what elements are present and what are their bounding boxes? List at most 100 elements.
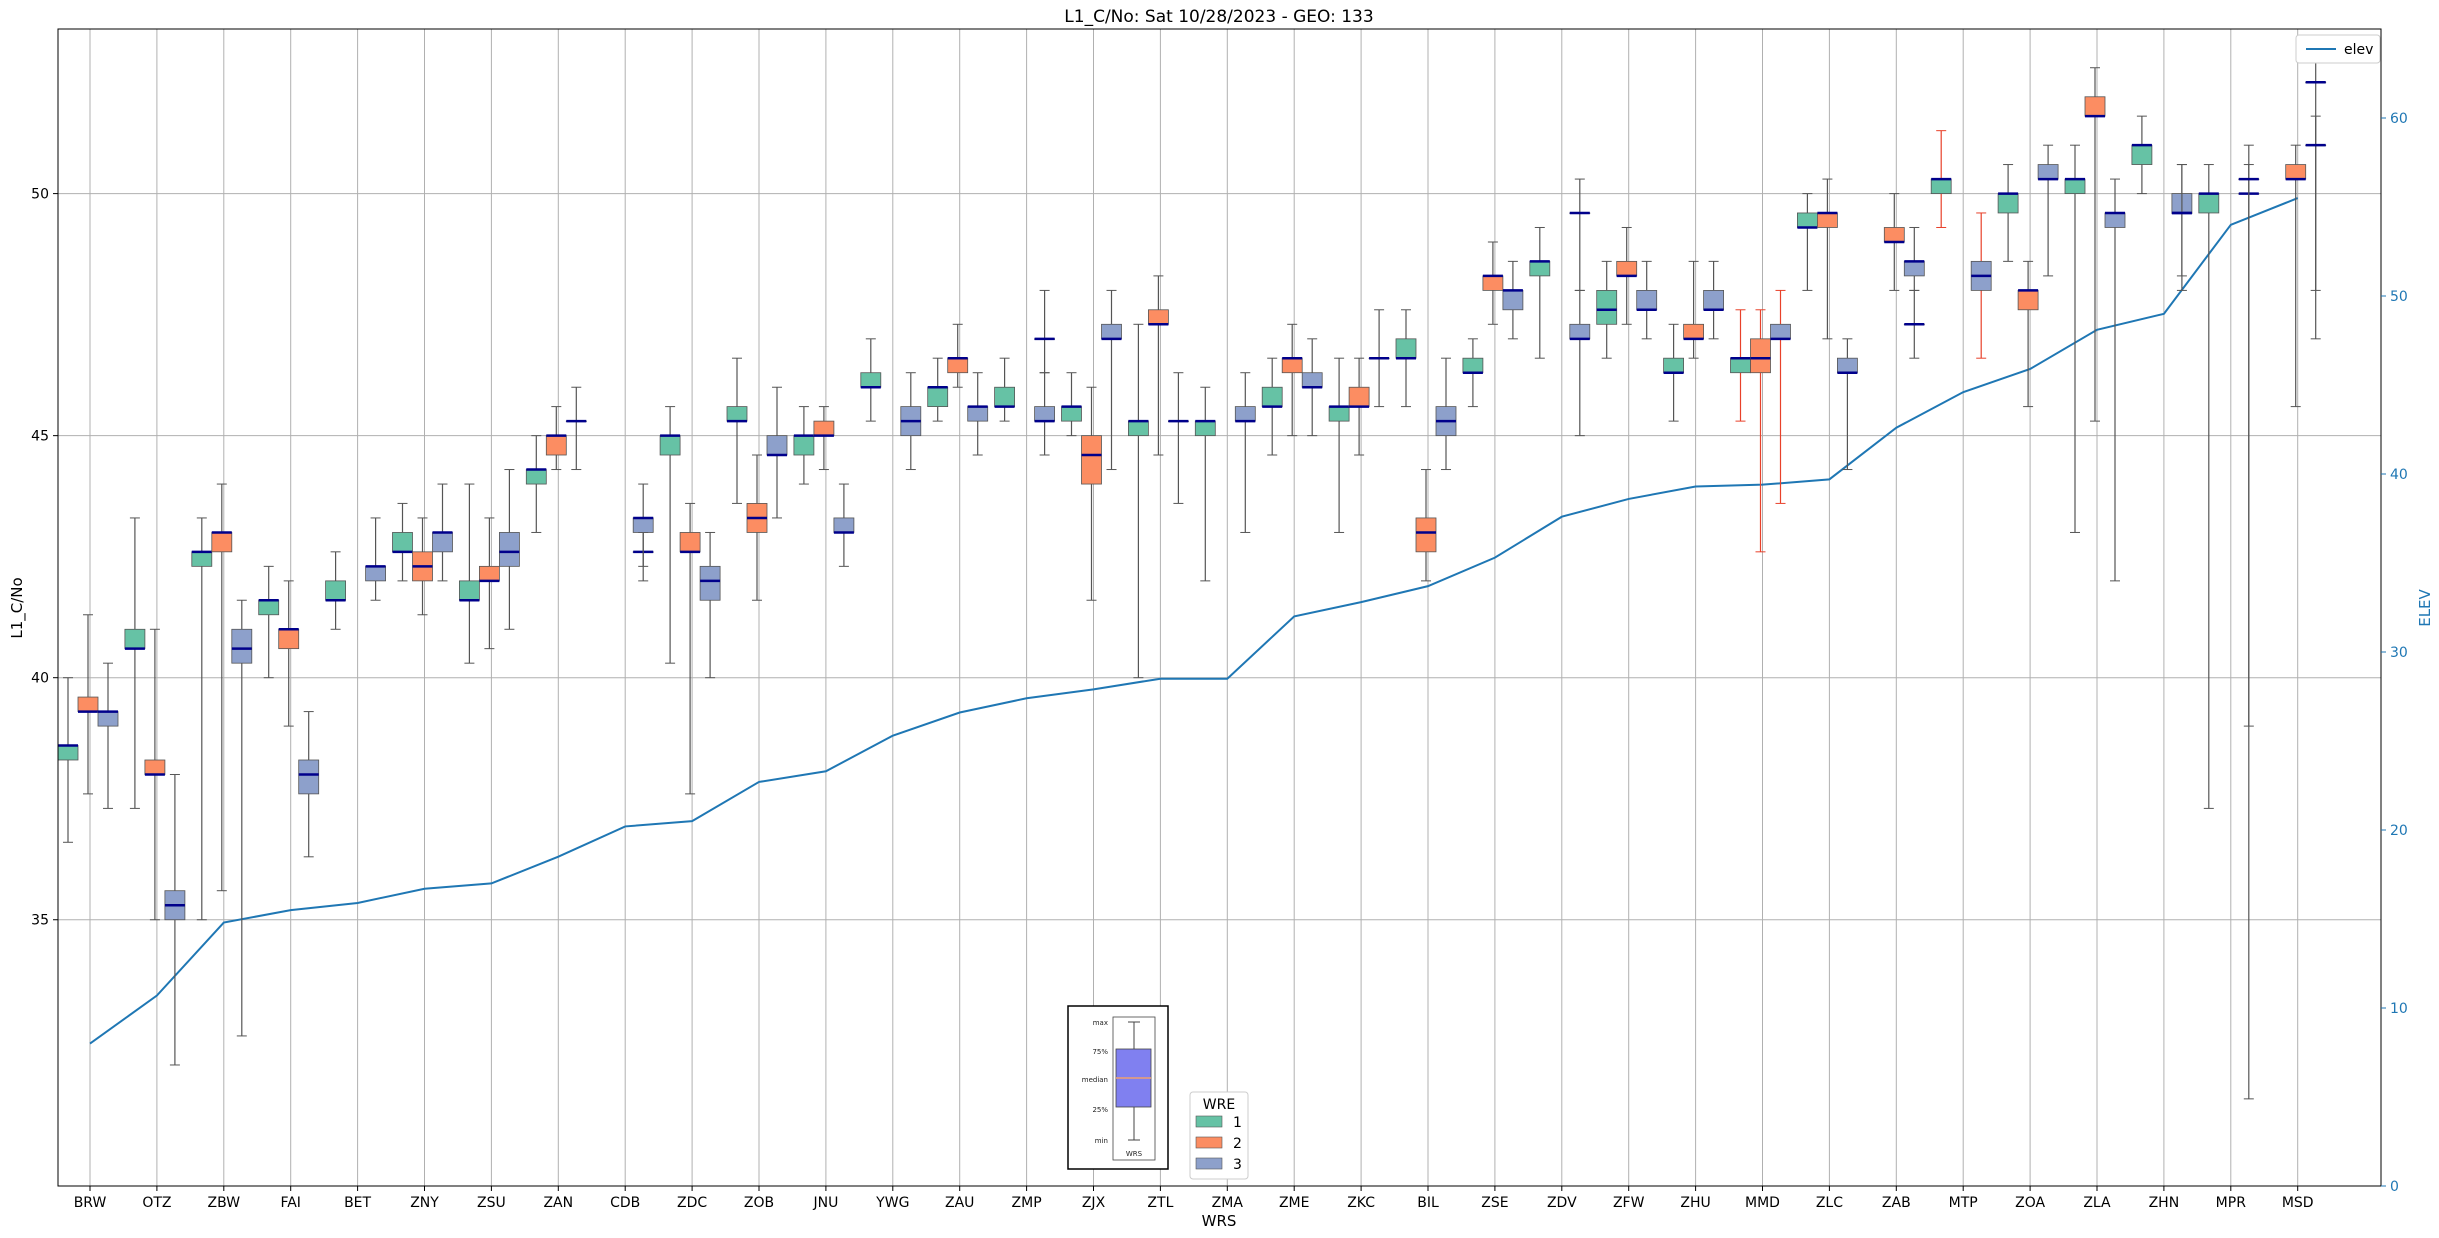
box-wre2-ZJX: [1081, 386, 1102, 601]
y2-tick-label: 10: [2390, 1001, 2408, 1017]
x-tick-label: ZNY: [410, 1195, 439, 1211]
box-body: [211, 532, 233, 553]
box-wre2-ZTL: [1148, 275, 1169, 456]
box-body: [2131, 144, 2153, 165]
box-wre3-ZTL: [1168, 372, 1189, 504]
box-body: [278, 628, 300, 650]
box-wre1-ZFW: [1596, 260, 1618, 359]
x-tick-label: ZSU: [477, 1195, 506, 1211]
box-body: [1770, 323, 1791, 340]
box-body: [1703, 290, 1724, 311]
x-tick-label: BIL: [1417, 1195, 1439, 1211]
box-wre3-ZHN: [2171, 164, 2193, 291]
box-wre1-ZDC: [659, 406, 681, 664]
x-tick-label: MSD: [2282, 1195, 2314, 1211]
y-tick-label: 45: [31, 429, 49, 445]
y2-tick-label: 20: [2390, 823, 2408, 839]
box-wre3-MMD: [1770, 289, 1791, 504]
x-tick-label: ZBW: [208, 1195, 241, 1211]
chart-title: L1_C/No: Sat 10/28/2023 - GEO: 133: [1064, 7, 1373, 27]
box-body: [1415, 517, 1437, 553]
box-wre2-ZME: [1281, 323, 1303, 437]
box-wre3-ZDV: [1569, 178, 1591, 291]
box-wre2-BIL: [1415, 469, 1437, 582]
box-key-max: max: [1093, 1019, 1108, 1027]
box-body: [124, 628, 146, 650]
box-body: [77, 696, 99, 712]
x-tick-label: ZKC: [1347, 1195, 1375, 1211]
box-body: [1128, 420, 1149, 437]
wre-legend-entry-1: 1: [1233, 1115, 1242, 1131]
box-wre3-YWG: [900, 372, 922, 471]
wre-legend: WRE 1 2 3: [1189, 1091, 1249, 1180]
box-wre3-ZFW: [1636, 260, 1658, 340]
box-body: [478, 565, 500, 582]
box-body: [1569, 323, 1591, 340]
box-wre2-ZSE: [1482, 241, 1504, 325]
y2-tick-label: 40: [2390, 467, 2408, 483]
box-body: [1301, 372, 1323, 388]
box-wre3-ZHU: [1703, 260, 1724, 340]
x-axis-ticks: BRW OTZ ZBW FAI BET ZNY ZSU ZAN CDB ZDC ZOB JNU YWG Z…: [74, 1186, 2314, 1211]
x-tick-label: MMD: [1745, 1195, 1780, 1211]
box-wre2-BRW: [77, 614, 99, 795]
box-wre1-MPR: [2198, 164, 2220, 809]
wre-legend-entry-2: 2: [1233, 1136, 1242, 1152]
x-tick-label: ZAB: [1882, 1195, 1911, 1211]
wre-legend-title: WRE: [1203, 1097, 1235, 1113]
wre-legend-swatch-1: [1195, 1115, 1223, 1128]
box-body: [1636, 290, 1658, 311]
box-wre1-ZSU: [458, 483, 480, 664]
box-wre1-MMD: [1730, 309, 1751, 422]
box-wre2-ZKC: [1348, 357, 1370, 456]
plot-frame: [57, 28, 2382, 1187]
box-wre3-JNU: [833, 483, 855, 567]
wre-legend-swatch-3: [1195, 1157, 1223, 1170]
box-key-q3: 75%: [1092, 1048, 1108, 1056]
box-body: [659, 435, 681, 456]
x-tick-label: ZOB: [744, 1195, 774, 1211]
x-tick-label: ZMP: [1012, 1195, 1042, 1211]
box-wre2-ZLA: [2084, 67, 2106, 422]
box-body: [298, 759, 320, 795]
x-tick-label: MTP: [1949, 1195, 1978, 1211]
x-tick-label: CDB: [610, 1195, 640, 1211]
x-tick-label: ZAN: [543, 1195, 573, 1211]
box-wre3-FAI: [298, 711, 320, 858]
box-body: [325, 580, 347, 601]
box-wre3-ZMP: [1034, 289, 1055, 374]
box-wre3-ZAU: [967, 372, 989, 456]
y2-axis-label: ELEV: [2416, 588, 2434, 626]
box-wre2-ZBW: [211, 483, 233, 892]
box-body: [967, 406, 989, 422]
box-wre1-ZOB: [726, 357, 748, 504]
y-tick-label: 40: [31, 671, 49, 687]
box-wre2-ZAN: [545, 406, 567, 471]
box-wre3-ZKC: [1368, 309, 1390, 408]
box-body: [144, 759, 166, 775]
box-body: [231, 628, 253, 664]
box-wre3-ZSE: [1502, 260, 1524, 340]
box-wre2-ZAB: [1883, 193, 1905, 291]
box-wre3-CDB: [632, 483, 654, 567]
box-wre3-BIL: [1435, 357, 1457, 471]
x-tick-label: ZSE: [1481, 1195, 1508, 1211]
box-wre3-ZNY: [432, 483, 453, 582]
box-wre1-OTZ: [124, 517, 146, 809]
box-body: [860, 372, 882, 388]
box-body: [1194, 420, 1216, 437]
box-body: [793, 435, 815, 456]
box-body: [1817, 212, 1838, 228]
box-wre1-ZHU: [1663, 323, 1684, 422]
box-wre1-ZSE: [1462, 338, 1484, 408]
box-wre2-ZNY: [412, 517, 433, 616]
x-tick-label: ZAU: [945, 1195, 974, 1211]
x-tick-label: FAI: [280, 1195, 300, 1211]
box-wre3-ZMA: [1234, 372, 1256, 533]
box-wre3-BRW: [97, 662, 119, 809]
box-body: [1750, 338, 1771, 374]
box-wre3-ZBW: [231, 599, 253, 1037]
box-wre3-ZLA: [2104, 178, 2126, 582]
grid-lines: [58, 29, 2381, 1186]
